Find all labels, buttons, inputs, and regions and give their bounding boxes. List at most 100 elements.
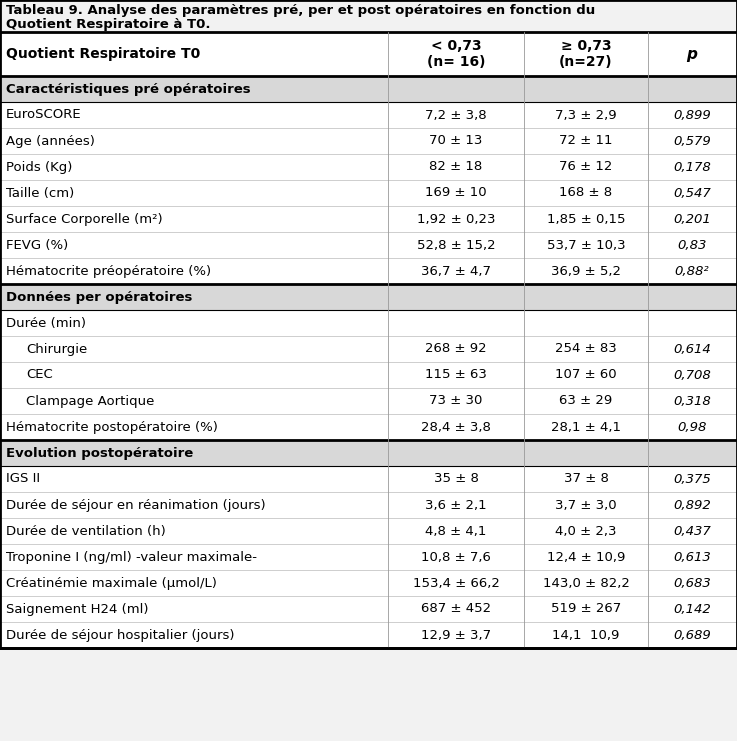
- Bar: [0, 518, 737, 544]
- Text: 107 ± 60: 107 ± 60: [555, 368, 617, 382]
- Text: Durée (min): Durée (min): [6, 316, 86, 330]
- Text: 3,7 ± 3,0: 3,7 ± 3,0: [555, 499, 617, 511]
- Text: 76 ± 12: 76 ± 12: [559, 161, 612, 173]
- Text: 168 ± 8: 168 ± 8: [559, 187, 612, 199]
- Text: 0,614: 0,614: [673, 342, 711, 356]
- Bar: [0, 0, 737, 32]
- Text: 12,4 ± 10,9: 12,4 ± 10,9: [547, 551, 625, 563]
- Text: 7,3 ± 2,9: 7,3 ± 2,9: [555, 108, 617, 122]
- Text: Durée de séjour hospitalier (jours): Durée de séjour hospitalier (jours): [6, 628, 234, 642]
- Text: 0,547: 0,547: [673, 187, 711, 199]
- Text: Evolution postopératoire: Evolution postopératoire: [6, 447, 193, 459]
- Text: 0,437: 0,437: [673, 525, 711, 537]
- Text: Quotient Respiratoire à T0.: Quotient Respiratoire à T0.: [6, 18, 211, 31]
- Text: 52,8 ± 15,2: 52,8 ± 15,2: [416, 239, 495, 251]
- Bar: [0, 32, 737, 76]
- Text: 1,85 ± 0,15: 1,85 ± 0,15: [547, 213, 625, 225]
- Bar: [0, 206, 737, 232]
- Text: 36,9 ± 5,2: 36,9 ± 5,2: [551, 265, 621, 277]
- Text: 169 ± 10: 169 ± 10: [425, 187, 487, 199]
- Text: Durée de ventilation (h): Durée de ventilation (h): [6, 525, 166, 537]
- Text: Chirurgie: Chirurgie: [26, 342, 87, 356]
- Bar: [0, 284, 737, 310]
- Text: < 0,73
(n= 16): < 0,73 (n= 16): [427, 39, 485, 69]
- Text: 35 ± 8: 35 ± 8: [433, 473, 478, 485]
- Text: 72 ± 11: 72 ± 11: [559, 135, 612, 147]
- Text: Données per opératoires: Données per opératoires: [6, 290, 192, 304]
- Text: 0,83: 0,83: [677, 239, 707, 251]
- Text: 82 ± 18: 82 ± 18: [430, 161, 483, 173]
- Text: 70 ± 13: 70 ± 13: [430, 135, 483, 147]
- Bar: [0, 180, 737, 206]
- Text: 143,0 ± 82,2: 143,0 ± 82,2: [542, 576, 629, 590]
- Bar: [0, 336, 737, 362]
- Text: ≥ 0,73
(n=27): ≥ 0,73 (n=27): [559, 39, 612, 69]
- Text: Taille (cm): Taille (cm): [6, 187, 74, 199]
- Text: 0,88²: 0,88²: [674, 265, 710, 277]
- Text: EuroSCORE: EuroSCORE: [6, 108, 82, 122]
- Bar: [0, 596, 737, 622]
- Text: 14,1  10,9: 14,1 10,9: [552, 628, 620, 642]
- Text: 0,683: 0,683: [673, 576, 711, 590]
- Text: 0,318: 0,318: [673, 394, 711, 408]
- Bar: [0, 570, 737, 596]
- Bar: [0, 76, 737, 102]
- Text: 3,6 ± 2,1: 3,6 ± 2,1: [425, 499, 487, 511]
- Text: 4,0 ± 2,3: 4,0 ± 2,3: [555, 525, 617, 537]
- Text: Saignement H24 (ml): Saignement H24 (ml): [6, 602, 148, 616]
- Text: Age (années): Age (années): [6, 135, 95, 147]
- Text: Clampage Aortique: Clampage Aortique: [26, 394, 154, 408]
- Text: p: p: [687, 47, 697, 62]
- Bar: [0, 466, 737, 492]
- Text: Hématocrite postopératoire (%): Hématocrite postopératoire (%): [6, 420, 218, 433]
- Text: Caractéristiques pré opératoires: Caractéristiques pré opératoires: [6, 82, 251, 96]
- Text: 268 ± 92: 268 ± 92: [425, 342, 487, 356]
- Text: Surface Corporelle (m²): Surface Corporelle (m²): [6, 213, 163, 225]
- Bar: [0, 102, 737, 128]
- Bar: [0, 544, 737, 570]
- Text: 0,613: 0,613: [673, 551, 711, 563]
- Text: 0,142: 0,142: [673, 602, 711, 616]
- Text: 0,892: 0,892: [673, 499, 711, 511]
- Text: Poids (Kg): Poids (Kg): [6, 161, 72, 173]
- Text: 153,4 ± 66,2: 153,4 ± 66,2: [413, 576, 500, 590]
- Bar: [0, 310, 737, 336]
- Text: 28,4 ± 3,8: 28,4 ± 3,8: [421, 420, 491, 433]
- Bar: [0, 0, 737, 648]
- Text: 73 ± 30: 73 ± 30: [430, 394, 483, 408]
- Text: 115 ± 63: 115 ± 63: [425, 368, 487, 382]
- Text: FEVG (%): FEVG (%): [6, 239, 69, 251]
- Text: 1,92 ± 0,23: 1,92 ± 0,23: [416, 213, 495, 225]
- Bar: [0, 232, 737, 258]
- Text: 687 ± 452: 687 ± 452: [421, 602, 491, 616]
- Text: 53,7 ± 10,3: 53,7 ± 10,3: [547, 239, 625, 251]
- Bar: [0, 440, 737, 466]
- Text: 7,2 ± 3,8: 7,2 ± 3,8: [425, 108, 487, 122]
- Text: 36,7 ± 4,7: 36,7 ± 4,7: [421, 265, 491, 277]
- Text: 0,689: 0,689: [673, 628, 711, 642]
- Text: 63 ± 29: 63 ± 29: [559, 394, 612, 408]
- Bar: [0, 362, 737, 388]
- Text: CEC: CEC: [26, 368, 53, 382]
- Bar: [0, 154, 737, 180]
- Text: 519 ± 267: 519 ± 267: [551, 602, 621, 616]
- Text: Tableau 9. Analyse des paramètres pré, per et post opératoires en fonction du: Tableau 9. Analyse des paramètres pré, p…: [6, 4, 595, 17]
- Text: 0,708: 0,708: [673, 368, 711, 382]
- Text: 254 ± 83: 254 ± 83: [555, 342, 617, 356]
- Text: 37 ± 8: 37 ± 8: [564, 473, 609, 485]
- Text: Quotient Respiratoire T0: Quotient Respiratoire T0: [6, 47, 200, 61]
- Bar: [0, 414, 737, 440]
- Text: 0,375: 0,375: [673, 473, 711, 485]
- Text: 0,579: 0,579: [673, 135, 711, 147]
- Text: IGS II: IGS II: [6, 473, 40, 485]
- Text: Troponine I (ng/ml) -valeur maximale-: Troponine I (ng/ml) -valeur maximale-: [6, 551, 257, 563]
- Text: Créatinémie maximale (μmol/L): Créatinémie maximale (μmol/L): [6, 576, 217, 590]
- Bar: [0, 622, 737, 648]
- Bar: [0, 128, 737, 154]
- Text: 10,8 ± 7,6: 10,8 ± 7,6: [421, 551, 491, 563]
- Text: 0,98: 0,98: [677, 420, 707, 433]
- Text: 4,8 ± 4,1: 4,8 ± 4,1: [425, 525, 486, 537]
- Text: Durée de séjour en réanimation (jours): Durée de séjour en réanimation (jours): [6, 499, 265, 511]
- Bar: [0, 388, 737, 414]
- Bar: [0, 258, 737, 284]
